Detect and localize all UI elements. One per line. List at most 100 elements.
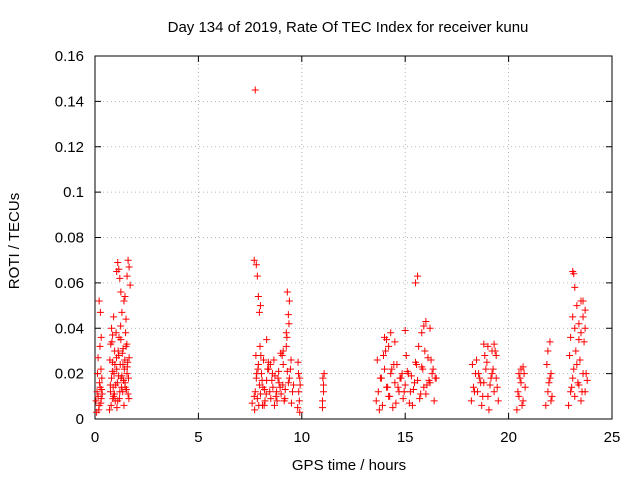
data-point <box>108 324 116 332</box>
y-tick-label: 0.04 <box>55 320 84 337</box>
data-point <box>477 379 485 387</box>
data-point <box>485 406 493 414</box>
grid <box>95 56 612 419</box>
data-point <box>430 397 438 405</box>
data-point <box>119 345 127 353</box>
data-point <box>384 383 392 391</box>
data-point <box>283 333 291 341</box>
data-point <box>515 370 523 378</box>
data-point <box>283 288 291 296</box>
data-point <box>267 395 275 403</box>
data-point <box>488 370 496 378</box>
data-point <box>490 340 498 348</box>
data-point <box>118 308 126 316</box>
data-point <box>545 379 553 387</box>
data-point <box>372 397 380 405</box>
data-point <box>470 388 478 396</box>
data-point <box>571 283 579 291</box>
data-point <box>570 270 578 278</box>
data-point <box>421 347 429 355</box>
data-point <box>122 329 130 337</box>
data-point <box>490 388 498 396</box>
data-point <box>97 365 105 373</box>
data-point <box>481 351 489 359</box>
data-point <box>517 379 525 387</box>
data-point <box>406 388 414 396</box>
data-point <box>123 272 131 280</box>
data-point <box>272 392 280 400</box>
data-point <box>577 329 585 337</box>
x-tick-label: 15 <box>397 429 414 446</box>
data-point <box>544 347 552 355</box>
data-point <box>125 395 133 403</box>
data-point <box>402 351 410 359</box>
data-point <box>318 397 326 405</box>
data-point <box>93 388 101 396</box>
y-tick-label: 0 <box>76 411 84 428</box>
data-point <box>379 351 387 359</box>
data-point <box>114 258 122 266</box>
data-point <box>573 361 581 369</box>
data-point <box>469 383 477 391</box>
data-point <box>581 324 589 332</box>
data-point <box>492 351 500 359</box>
data-point <box>260 401 268 409</box>
data-point <box>287 356 295 364</box>
data-point <box>107 340 115 348</box>
data-point <box>122 315 130 323</box>
data-point <box>248 399 256 407</box>
data-point <box>431 374 439 382</box>
data-point <box>281 386 289 394</box>
data-point <box>275 367 283 375</box>
data-point <box>575 320 583 328</box>
data-point <box>320 388 328 396</box>
y-tick-label: 0.06 <box>55 275 84 292</box>
data-point <box>425 376 433 384</box>
data-point <box>576 356 584 364</box>
data-point <box>408 401 416 409</box>
data-point <box>567 333 575 341</box>
data-point <box>264 358 272 366</box>
data-point <box>392 399 400 407</box>
data-point <box>417 390 425 398</box>
data-point <box>318 404 326 412</box>
data-point <box>320 370 328 378</box>
data-point <box>112 329 120 337</box>
data-point <box>252 351 260 359</box>
data-point <box>571 392 579 400</box>
data-point <box>93 370 101 378</box>
data-point <box>273 388 281 396</box>
data-point <box>284 311 292 319</box>
data-point <box>98 374 106 382</box>
data-point <box>123 363 131 371</box>
data-point <box>569 374 577 382</box>
data-point <box>285 320 293 328</box>
data-point <box>294 370 302 378</box>
y-tick-label: 0.02 <box>55 366 84 383</box>
data-point <box>514 388 522 396</box>
data-point <box>123 340 131 348</box>
data-point <box>415 342 423 350</box>
data-point <box>488 347 496 355</box>
data-point <box>260 356 268 364</box>
data-point <box>264 365 272 373</box>
data-point <box>250 256 258 264</box>
x-tick-label: 10 <box>293 429 310 446</box>
data-point <box>296 408 304 416</box>
data-point <box>106 381 114 389</box>
data-point <box>92 397 100 405</box>
data-point <box>113 365 121 373</box>
data-point <box>111 361 119 369</box>
data-point <box>251 86 259 94</box>
data-point <box>391 338 399 346</box>
data-point <box>579 297 587 305</box>
data-point <box>426 324 434 332</box>
data-point <box>282 342 290 350</box>
data-point <box>389 404 397 412</box>
data-point <box>295 388 303 396</box>
data-point <box>515 392 523 400</box>
data-point <box>255 381 263 389</box>
data-point <box>251 406 259 414</box>
data-point <box>109 395 117 403</box>
